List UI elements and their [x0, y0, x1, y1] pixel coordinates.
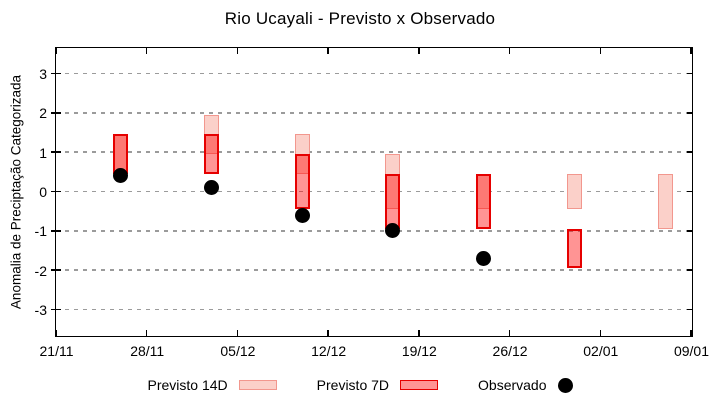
y-tick-label: -1: [34, 223, 47, 240]
legend-item-observado: Observado: [478, 377, 573, 393]
observado-dot: [385, 223, 401, 239]
x-tick-mark-top: [145, 48, 148, 54]
y-tick-label: 0: [39, 184, 47, 200]
x-tick-mark-top: [690, 48, 692, 54]
observado-dot: [294, 207, 310, 223]
y-tick-mark-left: [51, 269, 61, 271]
y-tick-mark-left: [51, 151, 61, 153]
legend-label-previsto-7d: Previsto 7D: [316, 377, 390, 393]
y-tick-mark-right: [687, 230, 692, 232]
y-tick-label: 1: [39, 144, 47, 161]
gridline-y--2: [56, 269, 692, 271]
y-tick-mark-left: [51, 190, 61, 193]
gridline-y-1: [56, 151, 692, 153]
x-tick-mark-top: [599, 48, 602, 54]
gridline-y-2: [56, 112, 692, 114]
y-tick-mark-right: [687, 72, 692, 75]
observado-dot: [113, 168, 129, 184]
x-tick-mark-bottom: [55, 330, 57, 336]
x-tick-mark-bottom: [327, 330, 329, 336]
gridline-y--3: [56, 308, 692, 311]
y-tick-mark-right: [687, 190, 692, 193]
x-tick-mark-top: [508, 48, 511, 54]
legend-item-previsto-7d: Previsto 7D: [316, 377, 439, 393]
x-tick-label: 19/12: [401, 343, 437, 359]
x-tick-label: 21/11: [39, 343, 74, 359]
legend-label-observado: Observado: [478, 377, 547, 393]
x-tick-mark-bottom: [418, 330, 420, 336]
x-tick-mark-top: [236, 48, 239, 54]
previsto-14d-bar: [657, 173, 673, 229]
x-tick-mark-bottom: [236, 330, 239, 336]
y-tick-label: 2: [39, 105, 47, 122]
chart-title: Rio Ucayali - Previsto x Observado: [224, 9, 496, 28]
previsto-14d-swatch-icon: [238, 380, 277, 390]
y-tick-mark-left: [51, 72, 61, 75]
y-tick-label: -3: [34, 301, 47, 318]
x-tick-mark-bottom: [690, 330, 692, 336]
x-tick-label: 02/01: [583, 343, 619, 359]
previsto-7d-bar: [294, 154, 310, 210]
previsto-14d-bar: [566, 173, 582, 210]
x-tick-label: 26/12: [492, 343, 528, 359]
x-tick-label: 05/12: [220, 343, 256, 359]
previsto-7d-bar: [204, 134, 219, 174]
y-tick-mark-right: [687, 112, 692, 114]
legend-label-previsto-14d: Previsto 14D: [147, 377, 228, 393]
previsto-7d-bar: [476, 173, 492, 229]
x-tick-mark-bottom: [599, 330, 602, 336]
y-tick-mark-left: [51, 112, 61, 114]
x-tick-label: 28/11: [130, 343, 165, 359]
x-tick-mark-bottom: [508, 330, 511, 336]
y-tick-mark-right: [687, 151, 692, 153]
y-tick-mark-right: [687, 308, 692, 311]
observado-dot: [204, 180, 219, 196]
x-tick-mark-top: [327, 48, 329, 54]
y-tick-label: -2: [34, 262, 47, 279]
observado-swatch-icon: [557, 377, 573, 393]
y-tick-mark-right: [687, 269, 692, 271]
x-tick-label: 12/12: [311, 343, 347, 359]
x-tick-mark-top: [55, 48, 57, 54]
previsto-7d-bar: [566, 228, 582, 269]
gridline-y-3: [56, 72, 692, 75]
previsto-7d-swatch-icon: [400, 380, 439, 390]
y-tick-label: 3: [39, 66, 47, 83]
x-tick-mark-top: [418, 48, 420, 54]
plot-area: [51, 47, 693, 337]
gridline-y-0: [56, 190, 692, 193]
x-tick-label: 09/01: [673, 343, 710, 359]
previsto-7d-bar: [385, 173, 401, 229]
x-tick-mark-bottom: [145, 330, 148, 336]
y-tick-mark-left: [51, 230, 61, 232]
legend-item-previsto-14d: Previsto 14D: [148, 377, 277, 393]
legend: Previsto 14D Previsto 7D Observado: [0, 377, 720, 393]
observado-dot: [476, 250, 492, 266]
gridline-y--1: [56, 230, 692, 232]
y-tick-mark-left: [51, 308, 61, 311]
